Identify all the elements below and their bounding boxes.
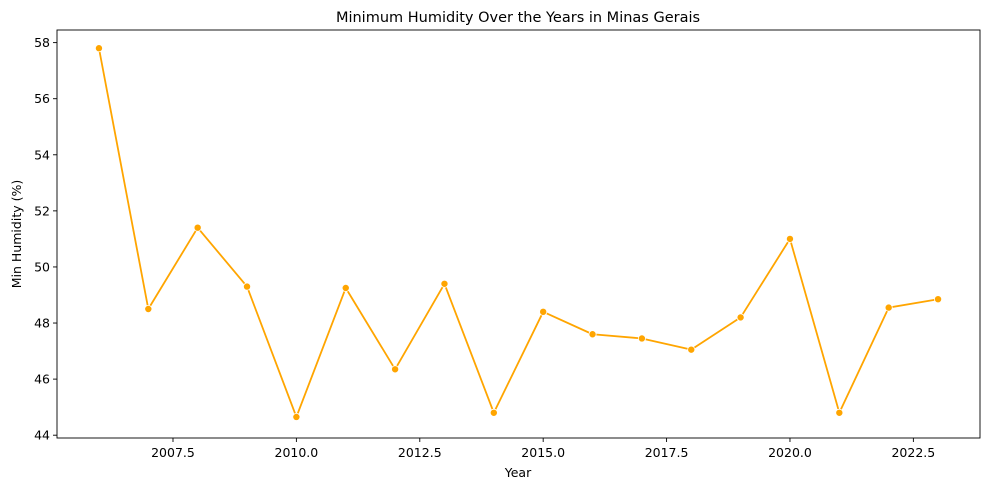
data-point (292, 412, 301, 421)
data-point (144, 305, 153, 314)
data-point (391, 365, 400, 374)
series-line (98, 48, 939, 418)
y-tick-label: 48 (34, 316, 50, 331)
x-tick-label: 2015.0 (521, 445, 565, 460)
y-tick-label: 52 (34, 203, 50, 218)
x-tick-label: 2012.5 (398, 445, 442, 460)
x-tick-label: 2007.5 (151, 445, 195, 460)
x-tick-label: 2020.0 (768, 445, 812, 460)
x-tick-label: 2017.5 (645, 445, 689, 460)
y-tick-label: 50 (34, 259, 50, 274)
data-point (539, 307, 548, 316)
data-point (193, 223, 202, 232)
y-axis-label: Min Humidity (%) (9, 180, 24, 288)
data-point (835, 408, 844, 417)
data-point (884, 303, 893, 312)
data-point (934, 295, 943, 304)
data-point (243, 282, 252, 291)
y-tick-label: 44 (34, 428, 50, 443)
x-tick-label: 2010.0 (275, 445, 319, 460)
data-point (489, 408, 498, 417)
data-point (588, 330, 597, 339)
data-point (785, 234, 794, 243)
y-tick-label: 58 (34, 35, 50, 50)
data-point (94, 44, 103, 53)
data-point (341, 283, 350, 292)
y-tick-label: 46 (34, 372, 50, 387)
data-point (687, 345, 696, 354)
plot-area: 2007.5 2010.0 2012.5 2015.0 2017.5 2020.0 2022… (34, 29, 981, 460)
axes-frame (56, 29, 981, 439)
chart-title: Minimum Humidity Over the Years in Minas… (336, 10, 700, 26)
x-tick-label: 2022.5 (891, 445, 935, 460)
data-point (736, 313, 745, 322)
y-tick-label: 54 (34, 147, 50, 162)
data-point (440, 279, 449, 288)
y-tick-label: 56 (34, 91, 50, 106)
data-point (637, 334, 646, 343)
x-axis-label: Year (504, 465, 532, 480)
